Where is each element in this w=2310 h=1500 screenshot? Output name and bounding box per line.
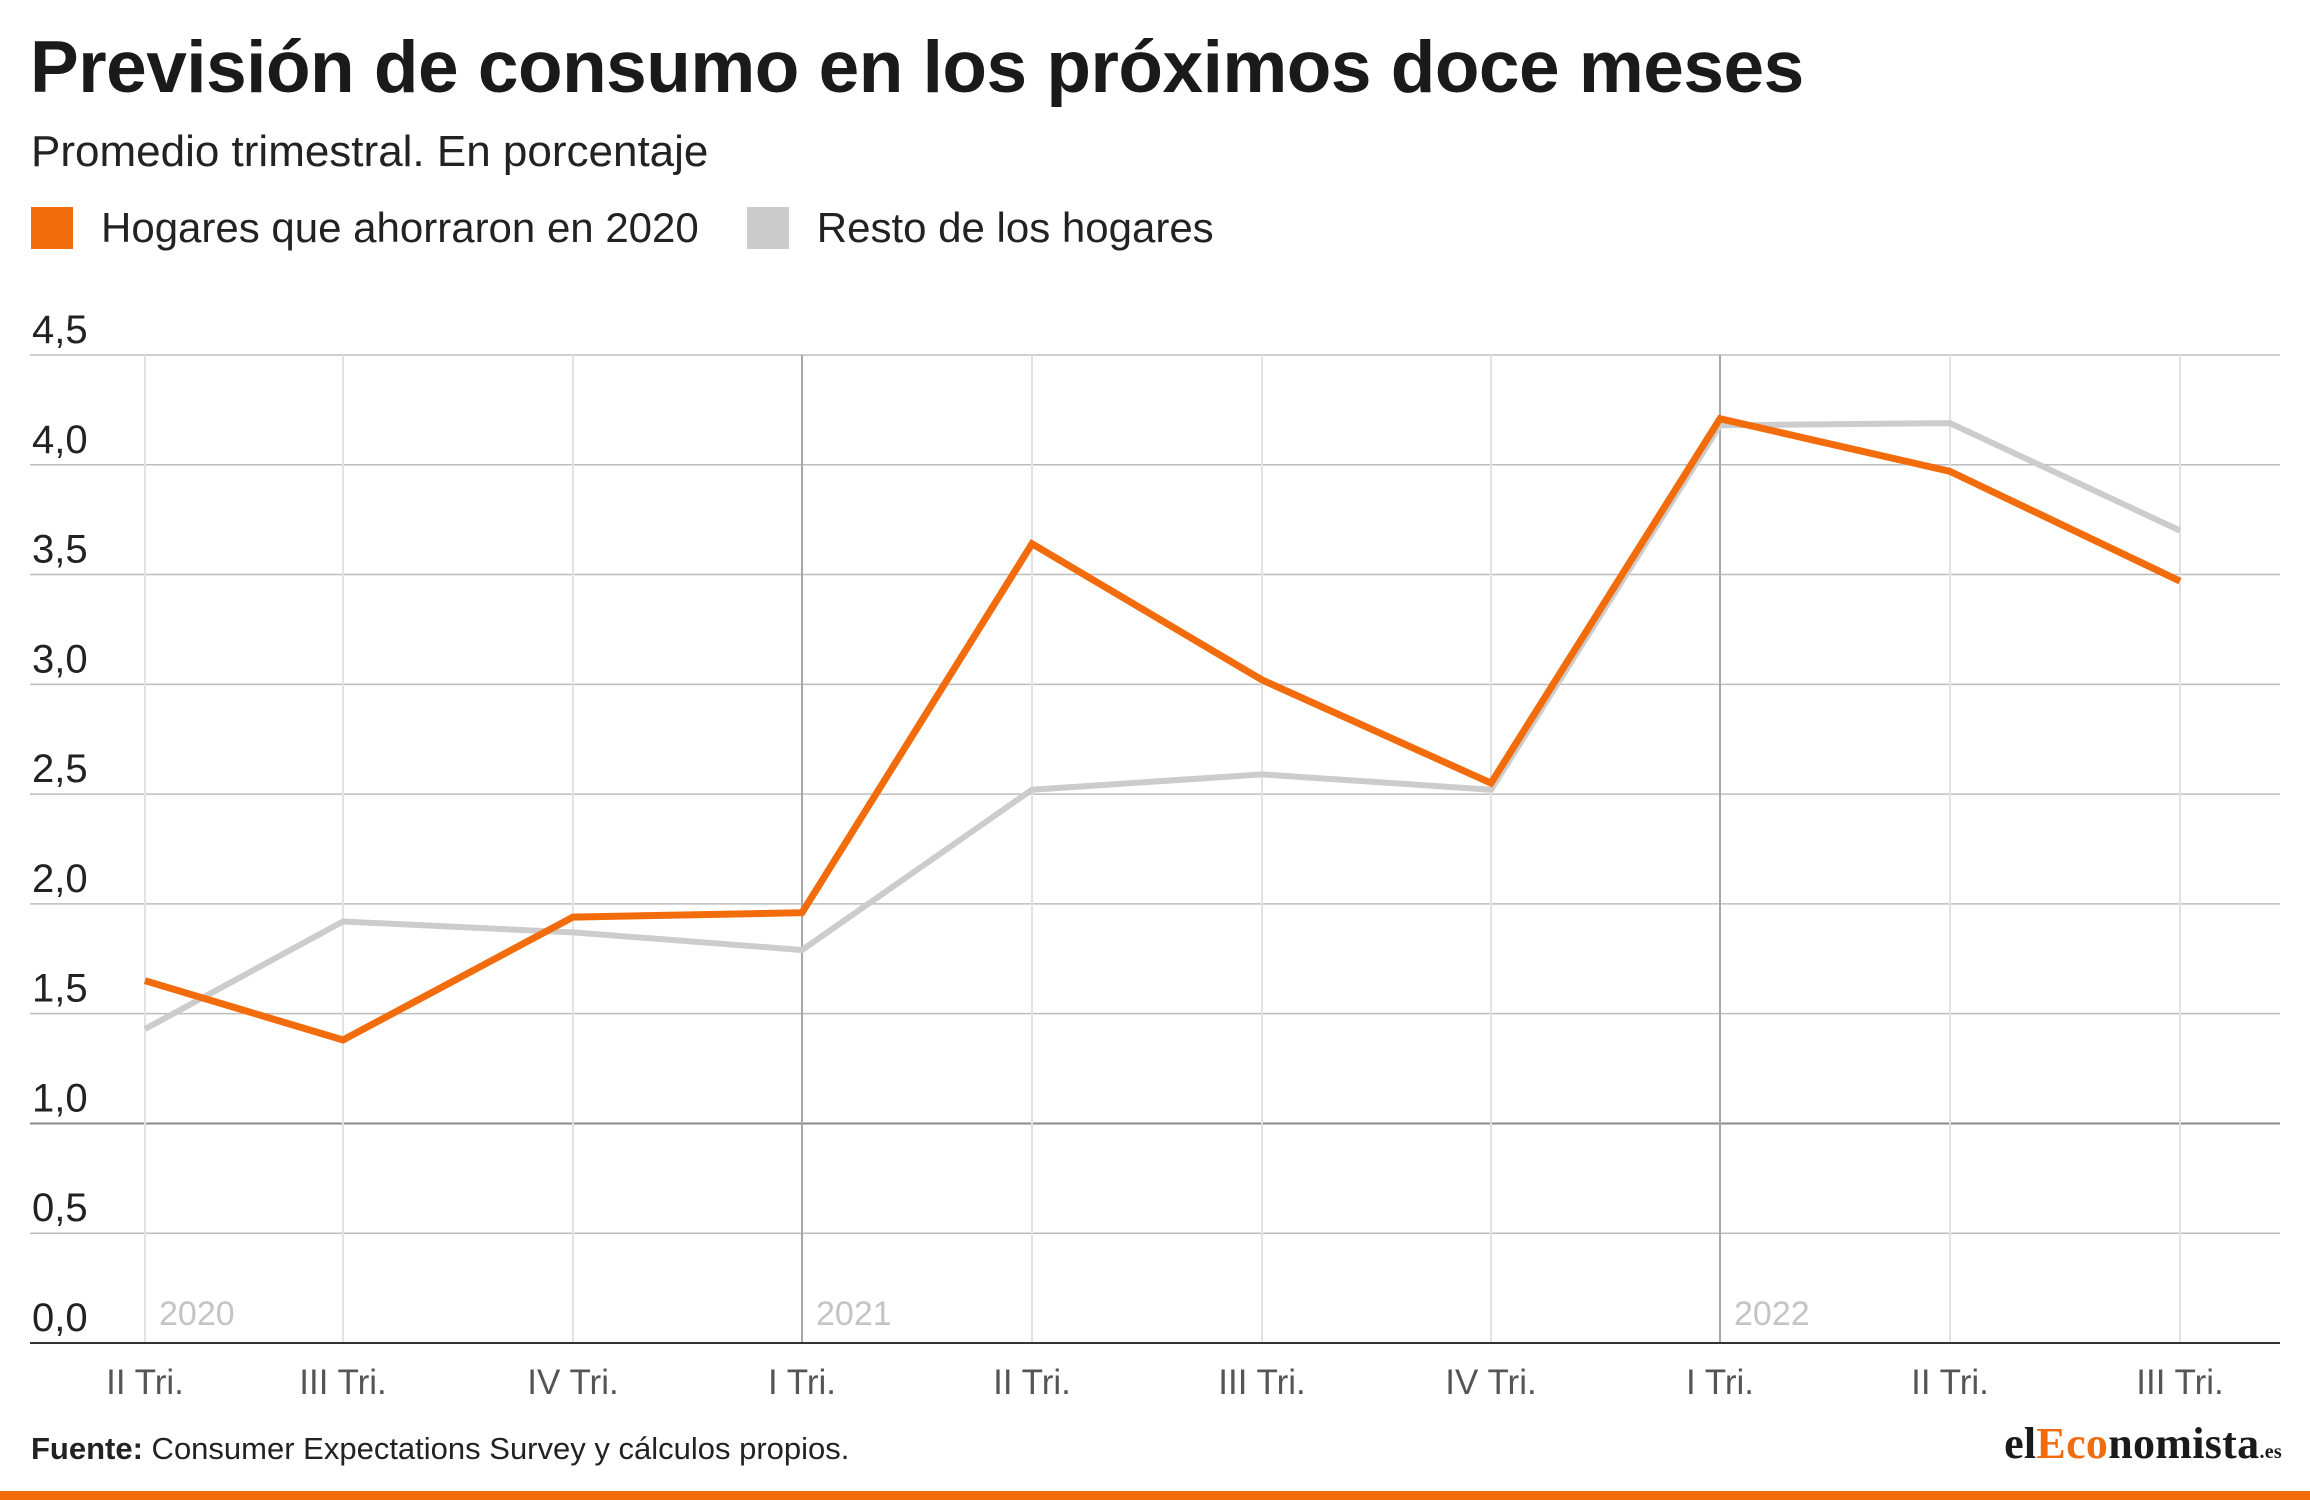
brand-logo[interactable]: elEconomista.es <box>2004 1418 2282 1469</box>
logo-part-el: el <box>2004 1419 2037 1468</box>
x-tick-label: II Tri. <box>106 1363 184 1402</box>
x-tick-label: II Tri. <box>993 1363 1071 1402</box>
chart-subtitle: Promedio trimestral. En porcentaje <box>31 127 709 176</box>
source-text: Consumer Expectations Survey y cálculos … <box>142 1431 850 1466</box>
y-tick-label: 3,0 <box>32 637 88 681</box>
y-tick-label: 2,0 <box>32 857 88 901</box>
x-tick-label: III Tri. <box>1218 1363 1306 1402</box>
x-tick-label: I Tri. <box>768 1363 836 1402</box>
legend-label-rest: Resto de los hogares <box>816 204 1214 251</box>
logo-part-tld: .es <box>2259 1441 2282 1463</box>
legend-label-savers: Hogares que ahorraron en 2020 <box>101 204 699 251</box>
y-tick-label: 4,5 <box>32 308 88 352</box>
y-tick-label: 2,5 <box>32 747 88 791</box>
y-tick-label: 4,0 <box>32 418 88 462</box>
y-tick-label: 1,5 <box>32 967 88 1011</box>
x-tick-label: III Tri. <box>2136 1363 2224 1402</box>
chart-title: Previsión de consumo en los próximos doc… <box>30 27 1804 108</box>
logo-part-nomista: nomista <box>2108 1419 2260 1468</box>
logo-part-eco: Eco <box>2036 1419 2109 1468</box>
year-label: 2022 <box>1734 1295 1810 1333</box>
y-tick-label: 0,5 <box>32 1186 88 1230</box>
x-tick-label: III Tri. <box>299 1363 387 1402</box>
series-line-savers <box>143 414 2182 1044</box>
x-tick-label: IV Tri. <box>1445 1363 1536 1402</box>
legend-swatch-savers <box>31 207 73 249</box>
source-label: Fuente: <box>31 1431 143 1466</box>
x-tick-label: IV Tri. <box>527 1363 618 1402</box>
series-line-rest <box>143 420 2182 1032</box>
y-tick-label: 3,5 <box>32 528 88 572</box>
x-tick-label: II Tri. <box>1911 1363 1989 1402</box>
line-chart: 0,0 0,5 1,0 1,5 2,0 2,5 3,0 3,5 4,0 4,5 2020 2021 20… <box>30 308 2280 1402</box>
legend-item-rest: Resto de los hogares <box>746 204 1214 252</box>
x-tick-label: I Tri. <box>1686 1363 1754 1402</box>
bottom-accent-bar <box>0 1491 2310 1500</box>
source-note: Fuente: Consumer Expectations Survey y c… <box>31 1431 849 1467</box>
legend-swatch-rest <box>746 207 789 249</box>
year-label: 2020 <box>159 1295 235 1333</box>
legend-item-savers: Hogares que ahorraron en 2020 <box>31 204 699 252</box>
legend: Hogares que ahorraron en 2020 Resto de l… <box>31 204 1262 252</box>
y-tick-label: 0,0 <box>32 1296 88 1340</box>
year-label: 2021 <box>816 1295 892 1333</box>
y-tick-label: 1,0 <box>32 1076 88 1120</box>
